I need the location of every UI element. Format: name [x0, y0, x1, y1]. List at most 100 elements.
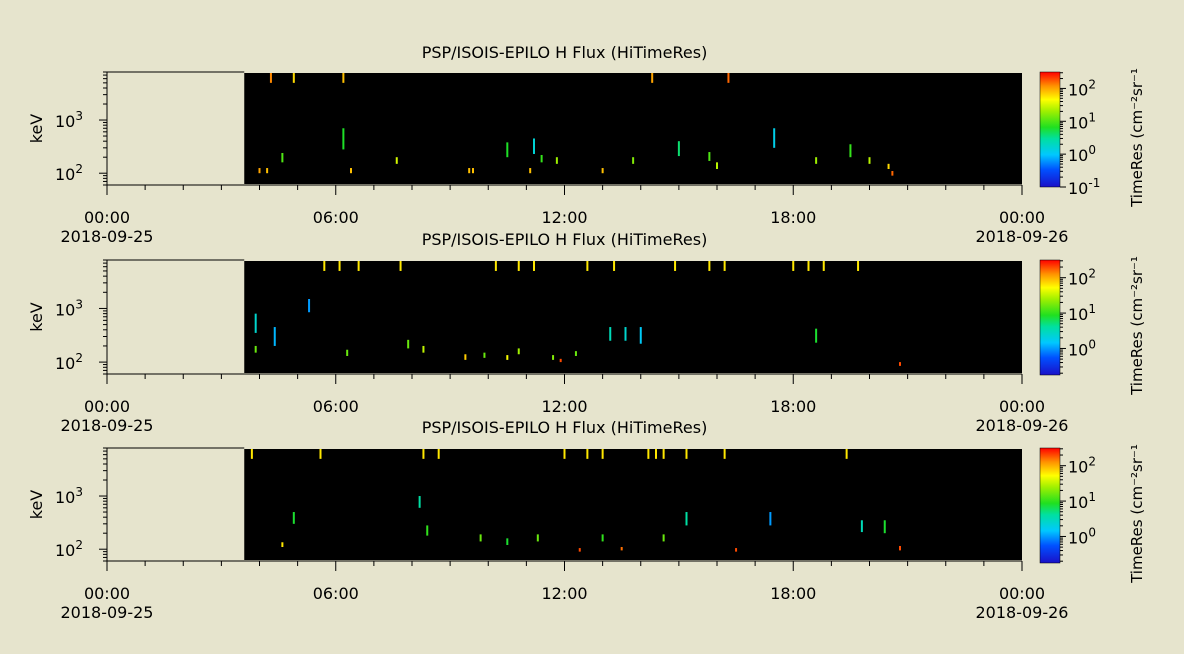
flux-event — [685, 512, 688, 526]
y-axis-label: keV — [27, 490, 46, 520]
flux-event — [845, 449, 848, 459]
tick-base: 10 — [1068, 340, 1088, 359]
tick-base: 10 — [1068, 458, 1088, 477]
flux-event — [613, 261, 616, 271]
flux-event — [342, 73, 345, 83]
flux-event — [601, 534, 604, 542]
tick-base: 10 — [1068, 80, 1088, 99]
x-tick-label: 06:00 — [313, 397, 359, 416]
panel-3: PSP/ISOIS-EPILO H Flux (HiTimeRes)102103… — [27, 418, 1146, 622]
colorbar-tick-label: 100 — [1068, 525, 1096, 547]
y-tick-label: 102 — [55, 538, 83, 560]
flux-event — [517, 348, 520, 355]
flux-event — [342, 128, 345, 150]
flux-event — [857, 261, 860, 271]
tick-base: 10 — [55, 354, 75, 373]
x-tick-label: 06:00 — [313, 208, 359, 227]
flux-event — [552, 355, 555, 360]
tick-exponent: 3 — [75, 485, 83, 499]
flux-event — [716, 162, 718, 169]
flux-event — [586, 449, 589, 459]
data-coverage-region — [244, 261, 1022, 373]
x-tick-label: 00:00 — [999, 584, 1045, 603]
colorbar-label: TimeRes (cm⁻²sr⁻¹ — [1128, 256, 1146, 396]
x-tick-label: 18:00 — [770, 584, 816, 603]
tick-base: 10 — [55, 488, 75, 507]
flux-event — [399, 261, 402, 271]
colorbar — [1039, 447, 1061, 564]
flux-event — [357, 261, 360, 271]
flux-event — [822, 261, 825, 271]
data-coverage-region — [244, 73, 1022, 184]
flux-event — [422, 449, 425, 459]
panel-1: PSP/ISOIS-EPILO H Flux (HiTimeRes)102103… — [27, 43, 1146, 246]
panel-title: PSP/ISOIS-EPILO H Flux (HiTimeRes) — [422, 418, 708, 437]
flux-event — [815, 157, 818, 164]
flux-event — [533, 138, 535, 154]
x-tick-label: 00:00 — [84, 208, 130, 227]
tick-exponent: 2 — [1088, 455, 1096, 469]
tick-exponent: 2 — [75, 538, 83, 552]
flux-event — [437, 449, 440, 459]
flux-event — [792, 261, 795, 271]
x-tick-date: 2018-09-26 — [976, 416, 1069, 435]
flux-event — [254, 313, 257, 333]
x-tick-label: 12:00 — [541, 208, 587, 227]
flux-event — [426, 525, 429, 536]
flux-event — [723, 261, 726, 271]
tick-base: 10 — [1068, 113, 1088, 132]
y-tick-label: 102 — [55, 351, 83, 373]
flux-event — [899, 545, 901, 551]
colorbar-tick-label: 10-1 — [1068, 176, 1100, 198]
tick-exponent: 0 — [1088, 525, 1096, 539]
tick-exponent: 3 — [75, 109, 83, 123]
flux-event — [258, 168, 261, 174]
flux-event — [708, 261, 711, 271]
tick-base: 10 — [1068, 493, 1088, 512]
colorbar-label: TimeRes (cm⁻²sr⁻¹ — [1128, 444, 1146, 584]
colorbar-tick-label: 101 — [1068, 490, 1096, 512]
colorbar-tick-label: 102 — [1068, 77, 1096, 99]
flux-event — [281, 152, 284, 163]
x-tick-date: 2018-09-26 — [976, 603, 1069, 622]
flux-event — [533, 261, 535, 271]
flux-event — [308, 299, 311, 313]
y-tick-label: 103 — [55, 297, 83, 319]
panel-2: PSP/ISOIS-EPILO H Flux (HiTimeRes)102103… — [27, 230, 1146, 435]
flux-event — [346, 349, 349, 356]
colorbar — [1039, 71, 1061, 188]
colorbar-tick-label: 101 — [1068, 110, 1096, 132]
flux-event — [529, 168, 532, 174]
flux-event — [586, 261, 589, 271]
flux-event — [727, 73, 730, 83]
x-tick-label: 06:00 — [313, 584, 359, 603]
flux-event — [350, 168, 352, 174]
flux-event — [578, 548, 581, 552]
flux-event — [632, 157, 635, 164]
flux-event — [494, 261, 497, 271]
flux-event — [647, 449, 650, 459]
flux-event — [639, 327, 642, 344]
x-tick-label: 12:00 — [541, 584, 587, 603]
x-tick-label: 12:00 — [541, 397, 587, 416]
x-tick-date: 2018-09-25 — [61, 416, 154, 435]
colorbar-tick-label: 102 — [1068, 455, 1096, 477]
y-tick-label: 103 — [55, 109, 83, 131]
flux-event — [860, 520, 863, 533]
flux-event — [407, 339, 410, 349]
panel-title: PSP/ISOIS-EPILO H Flux (HiTimeRes) — [422, 230, 708, 249]
flux-event — [655, 449, 657, 459]
flux-event — [319, 449, 322, 459]
flux-event — [254, 345, 257, 353]
flux-event — [899, 362, 901, 366]
flux-event — [601, 449, 604, 459]
flux-event — [472, 168, 474, 174]
flux-event — [735, 548, 738, 552]
flux-event — [292, 73, 295, 83]
flux-event — [685, 449, 688, 459]
tick-exponent: 2 — [75, 351, 83, 365]
flux-event — [536, 534, 539, 542]
flux-event — [887, 163, 890, 169]
flux-event — [323, 261, 326, 271]
flux-event — [677, 141, 680, 157]
